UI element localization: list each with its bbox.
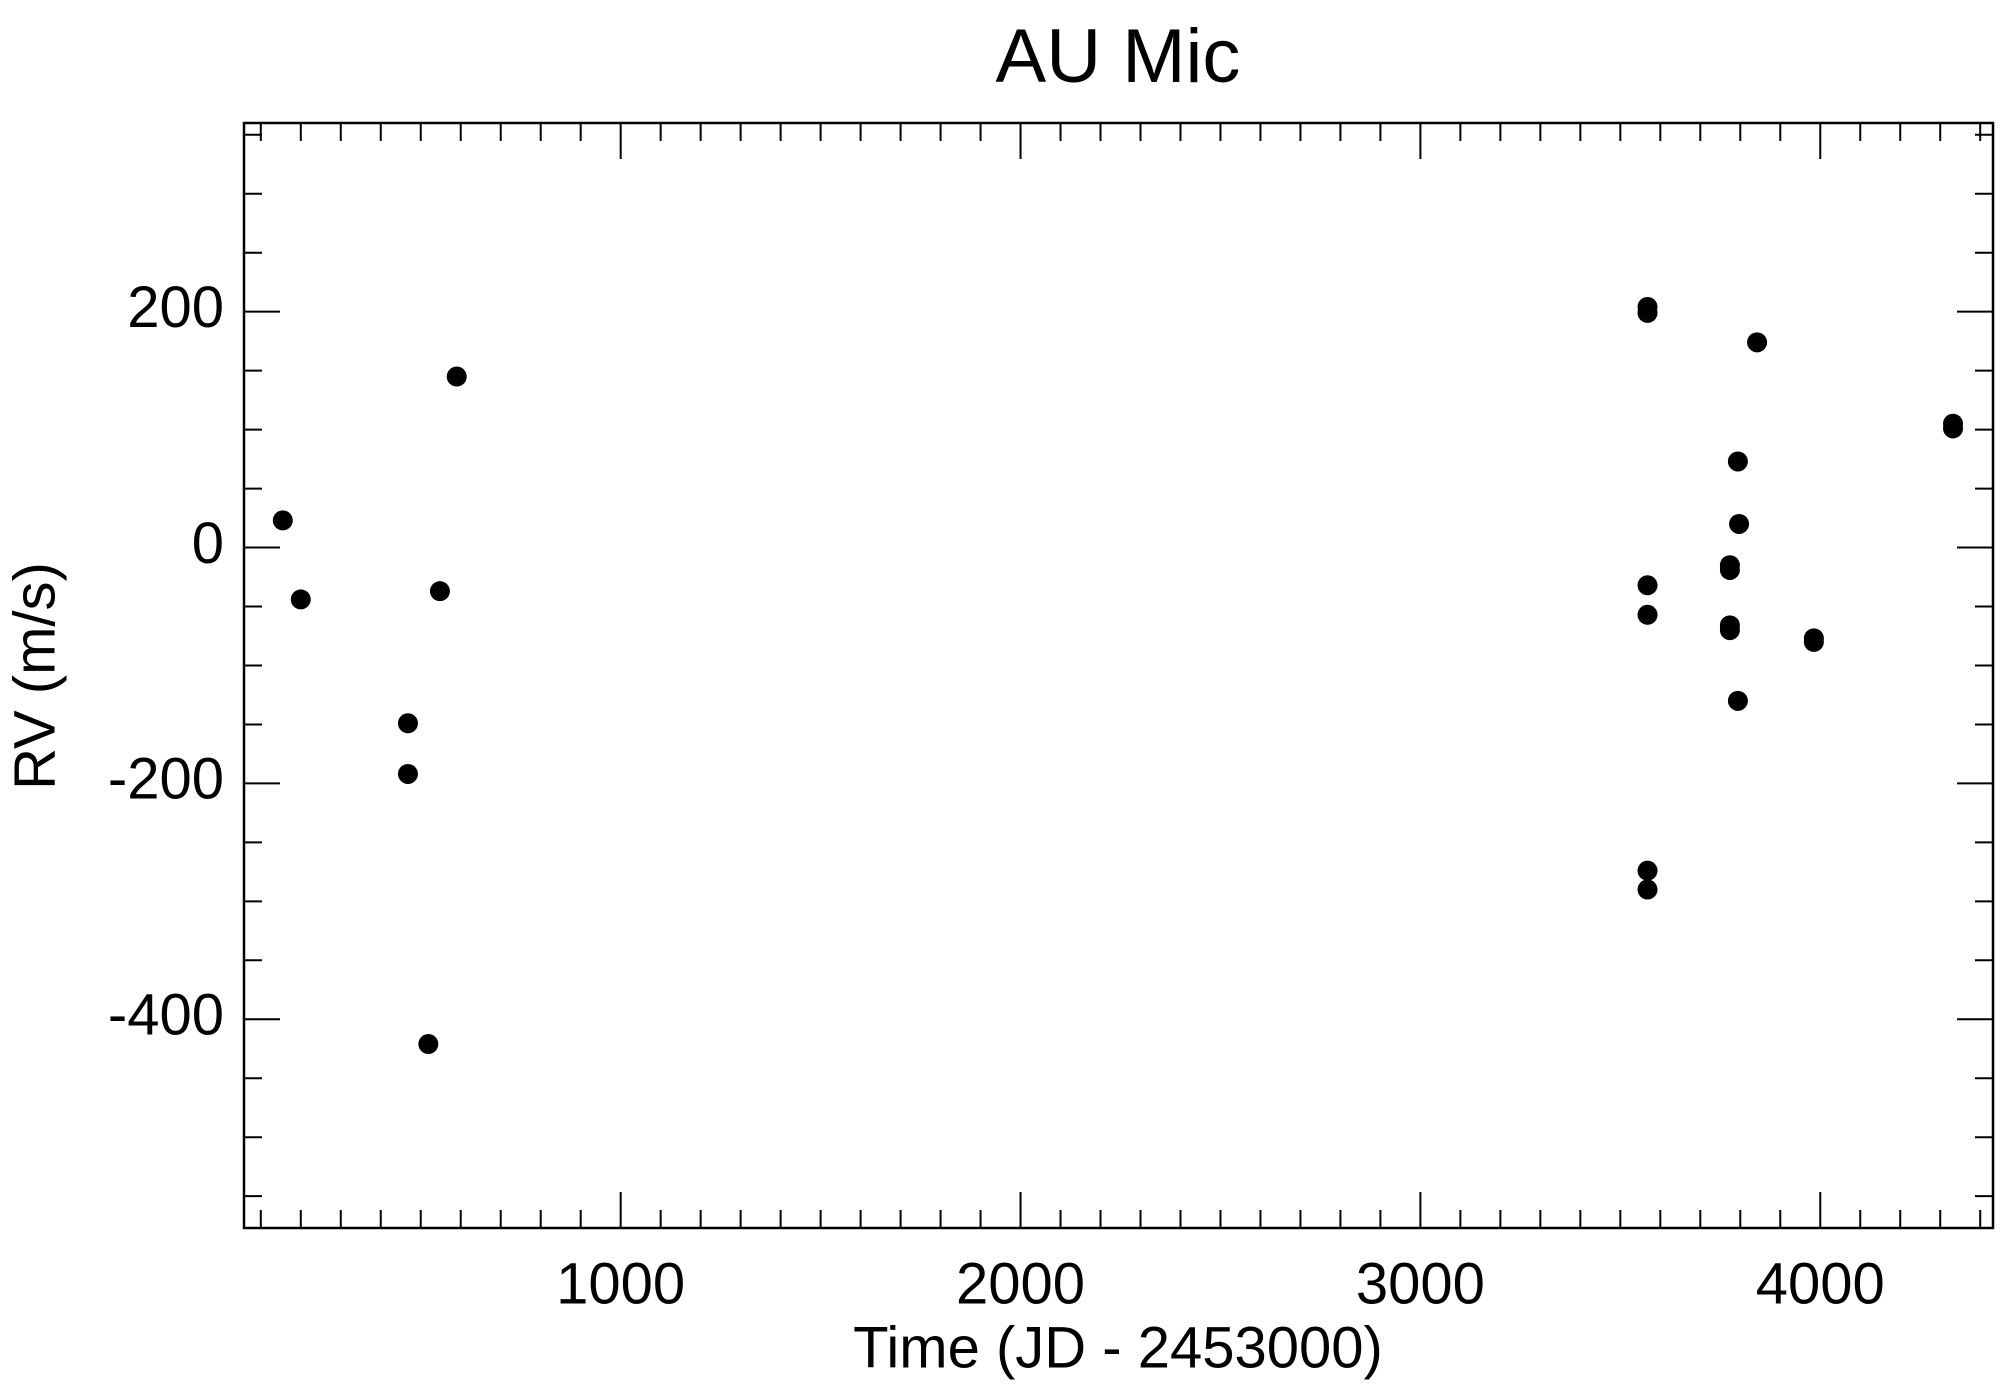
y-tick-label: -400 — [108, 983, 224, 1048]
data-point — [1719, 620, 1740, 641]
data-point — [290, 589, 311, 610]
y-tick-label: -200 — [108, 747, 224, 812]
x-tick-label: 2000 — [956, 1251, 1085, 1316]
data-point — [418, 1034, 439, 1055]
chart-title: AU Mic — [996, 14, 1241, 99]
data-point — [1729, 513, 1750, 534]
data-point — [1637, 575, 1658, 596]
data-point — [1747, 332, 1768, 353]
y-tick-label: 200 — [127, 275, 224, 340]
plot-frame — [242, 121, 1995, 1230]
y-tick-label: 0 — [192, 511, 224, 576]
data-point — [397, 763, 418, 784]
x-tick-label: 4000 — [1756, 1251, 1885, 1316]
y-axis-label: RV (m/s) — [2, 562, 67, 790]
x-tick-label: 3000 — [1356, 1251, 1485, 1316]
data-point — [397, 713, 418, 734]
data-point — [1943, 418, 1964, 439]
data-point — [1637, 879, 1658, 900]
data-point — [1637, 302, 1658, 323]
data-point — [1727, 690, 1748, 711]
data-point — [1803, 631, 1824, 652]
x-tick-label: 1000 — [556, 1251, 685, 1316]
data-point — [1719, 559, 1740, 580]
data-point — [1637, 604, 1658, 625]
x-axis-label: Time (JD - 2453000) — [853, 1315, 1383, 1380]
data-point — [1637, 860, 1658, 881]
data-point — [272, 510, 293, 531]
data-point — [1727, 451, 1748, 472]
data-point — [429, 581, 450, 602]
data-point — [446, 366, 467, 387]
